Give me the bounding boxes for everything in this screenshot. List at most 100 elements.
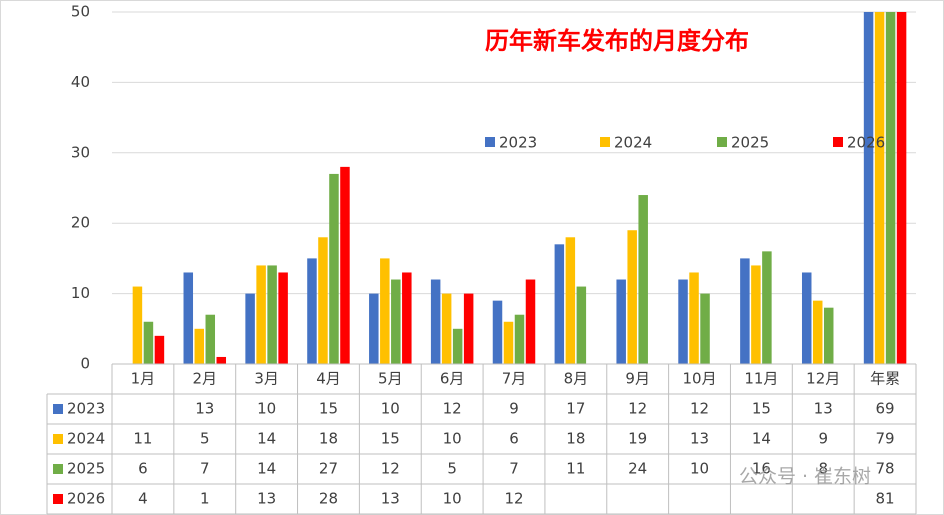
bar <box>256 265 266 364</box>
table-row-label: 2024 <box>67 430 105 448</box>
table-legend-key <box>53 404 63 414</box>
bar <box>216 356 227 364</box>
legend-key <box>833 137 843 147</box>
table-cell: 9 <box>818 430 828 448</box>
bar <box>194 328 205 364</box>
x-tick-label: 6月 <box>440 370 465 388</box>
table-cell: 7 <box>509 460 519 478</box>
y-tick-label: 30 <box>71 143 90 161</box>
x-tick-label: 11月 <box>744 370 778 388</box>
watermark: 公众号 · 崔东树 <box>739 466 871 488</box>
table-cell: 81 <box>876 490 895 508</box>
bar <box>801 272 812 364</box>
table-cell: 10 <box>381 400 400 418</box>
bar <box>525 279 536 364</box>
table-cell: 5 <box>200 430 210 448</box>
table-cell: 24 <box>628 460 647 478</box>
bar <box>329 173 339 364</box>
bar <box>812 300 823 364</box>
table-cell: 8 <box>818 460 828 478</box>
table-row-label: 2025 <box>67 460 105 478</box>
bar <box>678 279 688 364</box>
bar <box>896 12 907 364</box>
table-cell: 14 <box>257 430 276 448</box>
table-cell: 11 <box>566 460 585 478</box>
y-tick-label: 50 <box>71 3 90 21</box>
table-row-label: 2023 <box>67 400 105 418</box>
legend-key <box>485 137 495 147</box>
table-cell: 12 <box>443 400 462 418</box>
bar <box>340 166 350 364</box>
table-cell: 5 <box>447 460 457 478</box>
bar <box>565 237 576 364</box>
legend-key <box>717 137 727 147</box>
table-cell: 12 <box>381 460 400 478</box>
table-cell: 18 <box>566 430 585 448</box>
bar <box>278 272 288 364</box>
table-cell: 11 <box>133 430 152 448</box>
table-cell: 15 <box>752 400 771 418</box>
legend-label: 2024 <box>614 134 652 152</box>
table-cell: 78 <box>876 460 895 478</box>
table-cell: 27 <box>319 460 338 478</box>
bar <box>576 286 587 364</box>
table-cell: 10 <box>690 460 709 478</box>
table-cell: 15 <box>381 430 400 448</box>
table-cell: 18 <box>319 430 338 448</box>
table-cell: 12 <box>628 400 647 418</box>
table-cell: 13 <box>690 430 709 448</box>
table-cell: 4 <box>138 490 148 508</box>
table-cell: 14 <box>752 430 771 448</box>
bar <box>700 293 710 364</box>
x-tick-label: 5月 <box>378 370 403 388</box>
table-cell: 6 <box>138 460 148 478</box>
bar <box>154 335 165 364</box>
bar <box>492 300 503 364</box>
bar <box>885 12 896 364</box>
bar <box>380 258 390 364</box>
bar <box>430 279 441 364</box>
x-tick-label: 10月 <box>682 370 716 388</box>
bar <box>245 293 255 364</box>
x-tick-label: 1月 <box>131 370 156 388</box>
bar <box>823 307 834 364</box>
bar <box>441 293 452 364</box>
table-cell: 69 <box>876 400 895 418</box>
table-cell: 19 <box>628 430 647 448</box>
x-tick-label: 4月 <box>316 370 341 388</box>
table-cell: 13 <box>195 400 214 418</box>
bar <box>463 293 474 364</box>
x-tick-label: 9月 <box>625 370 650 388</box>
table-cell: 14 <box>257 460 276 478</box>
bar <box>369 293 379 364</box>
legend-label: 2025 <box>731 134 769 152</box>
x-tick-label: 7月 <box>502 370 527 388</box>
bar <box>267 265 277 364</box>
table-cell: 13 <box>257 490 276 508</box>
bar <box>762 251 772 364</box>
bar <box>689 272 699 364</box>
table-cell: 10 <box>443 430 462 448</box>
table-row-label: 2026 <box>67 490 105 508</box>
bar <box>318 237 328 364</box>
chart-title: 历年新车发布的月度分布 <box>485 27 749 55</box>
bar <box>638 195 648 364</box>
table-cell: 15 <box>319 400 338 418</box>
table-cell: 28 <box>319 490 338 508</box>
bar <box>183 272 194 364</box>
bar <box>402 272 412 364</box>
table-cell: 1 <box>200 490 210 508</box>
legend-label: 2026 <box>847 134 885 152</box>
bar <box>616 279 626 364</box>
bar <box>740 258 750 364</box>
x-tick-label: 2月 <box>192 370 217 388</box>
table-cell: 16 <box>752 460 771 478</box>
table-legend-key <box>53 494 63 504</box>
table-cell: 12 <box>504 490 523 508</box>
bar <box>143 321 154 364</box>
bar <box>554 244 565 364</box>
table-cell: 7 <box>200 460 210 478</box>
x-tick-label: 3月 <box>254 370 279 388</box>
